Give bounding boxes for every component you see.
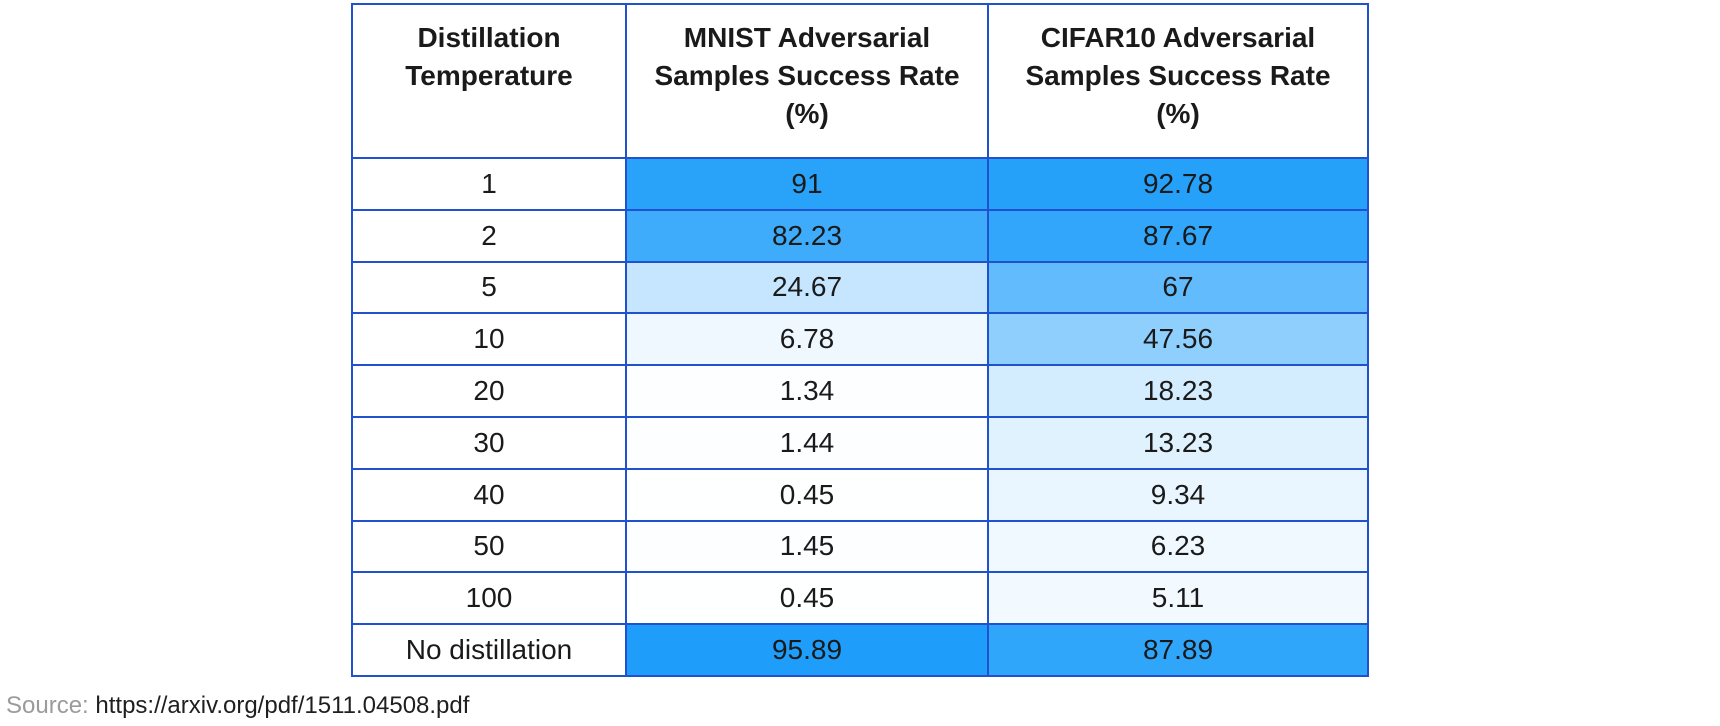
row-label-temperature: 30	[351, 415, 627, 470]
source-line: Source: https://arxiv.org/pdf/1511.04508…	[6, 691, 469, 721]
row-label-temperature: No distillation	[351, 623, 627, 677]
heat-cell-mnist: 1.45	[625, 519, 989, 574]
table-row: 20 1.34 18.23	[351, 364, 1369, 418]
heat-cell-cifar10: 87.89	[987, 623, 1369, 677]
row-label-temperature: 40	[351, 467, 627, 522]
heat-cell-mnist: 0.45	[625, 467, 989, 522]
adversarial-success-rate-table: Distillation Temperature MNIST Adversaria…	[351, 3, 1369, 677]
row-label-temperature: 50	[351, 519, 627, 574]
heat-cell-mnist: 91	[625, 157, 989, 211]
heat-cell-cifar10: 47.56	[987, 312, 1369, 367]
heat-cell-mnist: 95.89	[625, 623, 989, 677]
table-row: 10 6.78 47.56	[351, 312, 1369, 367]
heat-cell-mnist: 0.45	[625, 571, 989, 626]
heat-cell-cifar10: 67	[987, 260, 1369, 315]
table-row: 5 24.67 67	[351, 260, 1369, 315]
row-label-temperature: 20	[351, 364, 627, 418]
heat-cell-cifar10: 9.34	[987, 467, 1369, 522]
heat-cell-mnist: 82.23	[625, 208, 989, 263]
heat-cell-cifar10: 6.23	[987, 519, 1369, 574]
heat-cell-cifar10: 18.23	[987, 364, 1369, 418]
table-row: No distillation 95.89 87.89	[351, 623, 1369, 677]
heat-cell-mnist: 24.67	[625, 260, 989, 315]
row-label-temperature: 2	[351, 208, 627, 263]
row-label-temperature: 10	[351, 312, 627, 367]
table-row: 2 82.23 87.67	[351, 208, 1369, 263]
table-header-row: Distillation Temperature MNIST Adversaria…	[351, 3, 1369, 159]
column-header: MNIST Adversarial Samples Success Rate (…	[625, 3, 989, 159]
heat-cell-cifar10: 13.23	[987, 415, 1369, 470]
source-label: Source:	[6, 692, 89, 719]
row-label-temperature: 1	[351, 157, 627, 211]
heat-cell-cifar10: 5.11	[987, 571, 1369, 626]
table-row: 100 0.45 5.11	[351, 571, 1369, 626]
source-url: https://arxiv.org/pdf/1511.04508.pdf	[95, 692, 470, 719]
heat-cell-mnist: 1.34	[625, 364, 989, 418]
table-row: 40 0.45 9.34	[351, 467, 1369, 522]
heat-cell-cifar10: 87.67	[987, 208, 1369, 263]
heat-cell-mnist: 6.78	[625, 312, 989, 367]
column-header: CIFAR10 Adversarial Samples Success Rate…	[987, 3, 1369, 159]
row-label-temperature: 100	[351, 571, 627, 626]
heat-cell-cifar10: 92.78	[987, 157, 1369, 211]
column-header: Distillation Temperature	[351, 3, 627, 159]
table-row: 1 91 92.78	[351, 157, 1369, 211]
row-label-temperature: 5	[351, 260, 627, 315]
table-row: 50 1.45 6.23	[351, 519, 1369, 574]
heat-cell-mnist: 1.44	[625, 415, 989, 470]
table-row: 30 1.44 13.23	[351, 415, 1369, 470]
